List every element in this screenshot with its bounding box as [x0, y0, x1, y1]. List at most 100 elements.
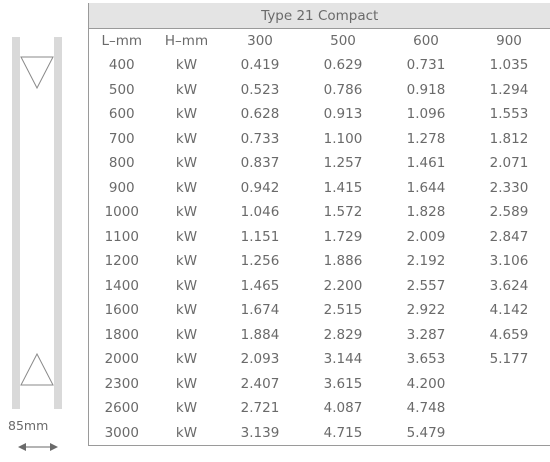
length-cell: 1800: [88, 322, 155, 347]
table-title: Type 21 Compact: [87, 3, 550, 29]
output-cell: 1.035: [489, 57, 529, 74]
length-cell: 2600: [88, 396, 155, 421]
table-row: 900 kW 0.942 1.415 1.644 2.330: [88, 175, 550, 200]
unit-cell: kW: [175, 351, 198, 368]
output-cell: 1.461: [406, 155, 446, 172]
output-cell: 2.829: [323, 326, 363, 343]
radiator-profile-drawing: 85mm: [0, 0, 90, 462]
table-body: 400 kW 0.419 0.629 0.731 1.035 500 kW 0.523 0.786…: [88, 53, 550, 446]
length-cell: 2000: [88, 347, 155, 372]
output-cell: 1.256: [240, 253, 280, 270]
table-row: 2000 kW 2.093 3.144 3.653 5.177: [88, 347, 550, 372]
output-cell: [467, 420, 550, 446]
output-cell: 1.644: [406, 179, 446, 196]
output-cell: 2.093: [240, 351, 280, 368]
output-cell: 2.192: [406, 253, 446, 270]
length-cell: 900: [88, 175, 155, 200]
output-cell: 0.786: [323, 81, 363, 98]
unit-cell: kW: [175, 130, 198, 147]
column-header: 500: [330, 33, 356, 49]
table-row: 1400 kW 1.465 2.200 2.557 3.624: [88, 273, 550, 298]
table-row: 500 kW 0.523 0.786 0.918 1.294: [88, 77, 550, 102]
column-header: L–mm: [88, 28, 155, 53]
output-cell: 1.151: [240, 228, 280, 245]
length-cell: 500: [88, 77, 155, 102]
output-cell: 5.177: [489, 351, 529, 368]
output-cell: 1.257: [323, 155, 363, 172]
output-cell: 0.523: [240, 81, 280, 98]
output-cell: 4.200: [406, 375, 446, 392]
output-cell: 2.589: [489, 204, 529, 221]
table-row: 1000 kW 1.046 1.572 1.828 2.589: [88, 200, 550, 225]
table-row: 3000 kW 3.139 4.715 5.479: [88, 420, 550, 446]
length-cell: 800: [88, 151, 155, 176]
output-cell: 2.721: [240, 400, 280, 417]
output-cell: 4.142: [489, 302, 529, 319]
output-cell: 1.046: [240, 204, 280, 221]
output-cell: 2.200: [323, 277, 363, 294]
output-cell: 3.615: [323, 375, 363, 392]
unit-cell: kW: [175, 277, 198, 294]
unit-cell: kW: [175, 253, 198, 270]
table-row: 1800 kW 1.884 2.829 3.287 4.659: [88, 322, 550, 347]
length-cell: 1100: [88, 224, 155, 249]
output-cell: 0.731: [406, 57, 446, 74]
output-cell: 1.553: [489, 106, 529, 123]
column-header: 900: [496, 33, 522, 49]
output-cell: 4.715: [301, 420, 385, 446]
table-row: 1600 kW 1.674 2.515 2.922 4.142: [88, 298, 550, 323]
output-cell: 1.572: [323, 204, 363, 221]
output-cell: 0.629: [323, 57, 363, 74]
table-row: 800 kW 0.837 1.257 1.461 2.071: [88, 151, 550, 176]
table-row: 700 kW 0.733 1.100 1.278 1.812: [88, 126, 550, 151]
unit-cell: kW: [175, 204, 198, 221]
length-cell: 1200: [88, 249, 155, 274]
profile-left-panel: [12, 37, 20, 409]
output-cell: 1.096: [406, 106, 446, 123]
output-cell: 1.729: [323, 228, 363, 245]
table-header-row: L–mm H–mm 300 500 600 900: [88, 28, 550, 53]
table-row: 1100 kW 1.151 1.729 2.009 2.847: [88, 224, 550, 249]
output-cell: 3.106: [489, 253, 529, 270]
heat-output-table-container: Type 21 Compact L–mm H–mm 300 500 600 900 400…: [87, 3, 550, 446]
output-cell: 4.659: [489, 326, 529, 343]
length-cell: 3000: [88, 420, 155, 446]
unit-cell: kW: [175, 400, 198, 417]
output-cell: 1.828: [406, 204, 446, 221]
unit-cell: kW: [175, 302, 198, 319]
output-cell: 0.918: [406, 81, 446, 98]
unit-cell: kW: [175, 81, 198, 98]
double-arrow-icon: [18, 443, 58, 451]
output-cell: 1.812: [489, 130, 529, 147]
output-cell: 0.628: [240, 106, 280, 123]
length-cell: 1600: [88, 298, 155, 323]
output-cell: 0.419: [240, 57, 280, 74]
up-triangle-icon: [20, 352, 54, 386]
column-header: 300: [247, 33, 273, 49]
unit-cell: kW: [175, 155, 198, 172]
output-cell: 2.009: [406, 228, 446, 245]
output-cell: 1.465: [240, 277, 280, 294]
table-row: 400 kW 0.419 0.629 0.731 1.035: [88, 53, 550, 78]
unit-cell: kW: [175, 375, 198, 392]
output-cell: 3.624: [489, 277, 529, 294]
heat-output-table: Type 21 Compact L–mm H–mm 300 500 600 900 400…: [87, 3, 550, 446]
unit-cell: kW: [175, 57, 198, 74]
output-cell: 3.287: [406, 326, 446, 343]
output-cell: 2.515: [323, 302, 363, 319]
length-cell: 400: [88, 53, 155, 78]
output-cell: 3.139: [218, 420, 302, 446]
output-cell: 0.942: [240, 179, 280, 196]
output-cell: 2.922: [406, 302, 446, 319]
output-cell: 0.733: [240, 130, 280, 147]
table-row: 600 kW 0.628 0.913 1.096 1.553: [88, 102, 550, 127]
length-cell: 2300: [88, 371, 155, 396]
unit-cell: kW: [175, 228, 198, 245]
length-cell: 1400: [88, 273, 155, 298]
table-row: 2600 kW 2.721 4.087 4.748: [88, 396, 550, 421]
output-cell: 2.847: [489, 228, 529, 245]
column-header: H–mm: [164, 33, 209, 49]
table-row: 1200 kW 1.256 1.886 2.192 3.106: [88, 249, 550, 274]
length-cell: 600: [88, 102, 155, 127]
output-cell: 1.886: [323, 253, 363, 270]
